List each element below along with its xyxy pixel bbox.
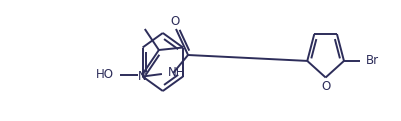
Text: N: N bbox=[138, 69, 146, 83]
Text: O: O bbox=[320, 80, 330, 93]
Text: O: O bbox=[170, 15, 179, 27]
Text: HO: HO bbox=[95, 68, 113, 81]
Text: Br: Br bbox=[365, 54, 378, 67]
Text: NH: NH bbox=[168, 67, 185, 79]
